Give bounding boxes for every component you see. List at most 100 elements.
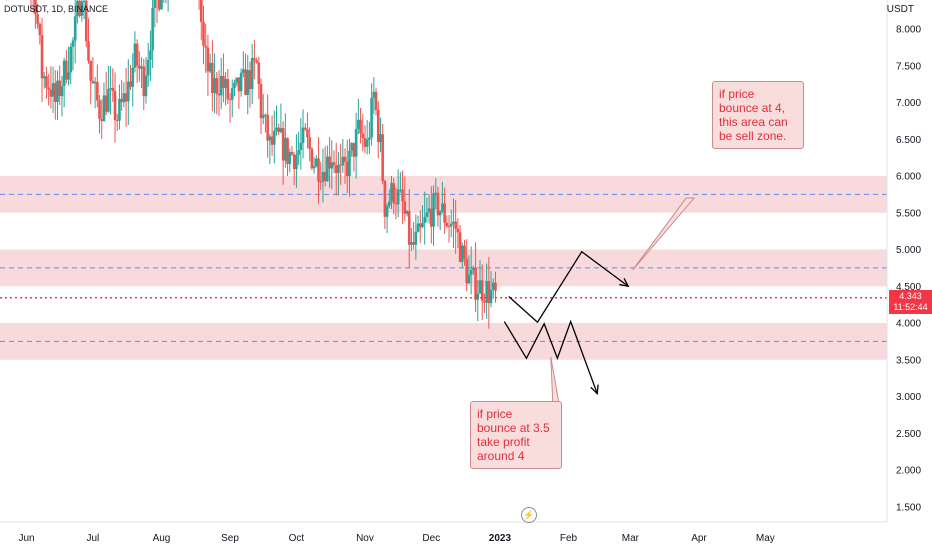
candle-body [264,114,267,116]
candle-body [208,62,212,72]
candle-body [341,156,345,166]
candle-body [93,81,97,84]
candle-body [425,212,429,217]
time-tick-label: 2023 [489,533,512,544]
candle-body [348,150,351,177]
candle-body [157,0,161,10]
candle-body [224,79,227,88]
candle-body [67,72,70,80]
candle-body [78,0,81,16]
price-axis: 8.000 7.500 7.000 6.500 6.000 5.500 5.000 4.500… [886,0,932,550]
candle-body [441,203,444,212]
candle-body [472,267,475,270]
candle-body [226,79,230,100]
candle-body [359,119,362,134]
candle-body [461,245,464,262]
candle-body [476,293,480,300]
candle-body [275,127,278,131]
candle-body [38,23,42,36]
candle-body [301,127,305,143]
candle-body [469,269,473,275]
candle-body [330,162,334,169]
candle-body [339,164,342,166]
candle-body [445,222,449,227]
candle-body [122,93,126,103]
candle-body [491,282,495,290]
candle-body [146,59,150,76]
candle-body [217,93,221,96]
tradingview-logo-icon[interactable]: ⚡ [521,507,537,523]
candle-body [211,62,214,94]
candle-body [129,81,132,87]
candle-body [427,208,431,213]
candle-body [259,84,263,119]
candle-body [385,205,389,217]
candle-body [474,267,477,300]
candle-body [321,171,325,182]
candle-body [326,156,329,182]
candle-body [284,138,287,161]
candle-body [410,242,413,245]
candle-body [153,0,157,8]
candle-body [215,78,219,94]
price-tick-label: 6.000 [896,172,921,183]
price-tick-label: 1.500 [896,502,921,513]
time-tick-label: Feb [560,533,578,544]
candle-body [483,300,486,303]
price-tick-label: 5.000 [896,245,921,256]
candle-body [62,60,66,87]
candle-body [458,232,462,262]
candle-body [299,142,303,150]
current-price-value: 4.343 [899,291,922,301]
candle-body [268,136,272,141]
candle-body [255,60,258,63]
candle-body [144,75,148,97]
projection-arrowhead-0 [590,384,599,395]
symbol-label: DOTUSDT, 1D, BINANCE [4,4,109,14]
candle-body [230,88,234,100]
candle-body [115,120,119,122]
candle-body [219,75,223,96]
candle-body [213,78,216,94]
candle-body [405,211,409,214]
candle-body [149,50,152,60]
candle-body [480,280,484,301]
annotation-take-profit[interactable]: if price bounce at 3.5 take profit aroun… [470,401,562,469]
candle-body [454,221,457,229]
time-tick-label: Mar [622,533,640,544]
candle-body [489,289,493,304]
candle-body [290,151,294,155]
candle-body [233,82,236,89]
candle-body [277,127,281,132]
candle-body [379,134,382,143]
candle-body [463,245,466,259]
time-tick-label: Aug [153,533,171,544]
annotation-sell-zone[interactable]: if price bounce at 4, this area can be s… [712,81,804,149]
candle-body [414,231,418,245]
candle-body [430,208,433,227]
candles [6,0,497,329]
candle-body [449,223,453,227]
candle-body [292,154,296,170]
candle-body [270,136,274,145]
candle-body [485,280,488,303]
annotation-pointer-0 [632,197,696,271]
candle-body [467,274,471,284]
projection-path-0 [503,319,598,394]
chart-overlay [0,197,887,418]
candle-body [438,211,442,216]
candle-body [100,119,104,121]
candle-body [403,201,407,214]
candle-body [42,76,46,79]
candle-body [361,133,365,138]
candle-body [432,193,435,227]
currency-label: USDT [886,4,914,15]
bar-countdown: 11:52:44 [893,302,928,312]
candle-body [65,60,68,80]
candle-body [376,109,380,143]
candle-body [478,280,482,294]
candle-body [84,0,88,42]
price-tick-label: 6.500 [896,135,921,146]
candle-body [319,181,323,183]
